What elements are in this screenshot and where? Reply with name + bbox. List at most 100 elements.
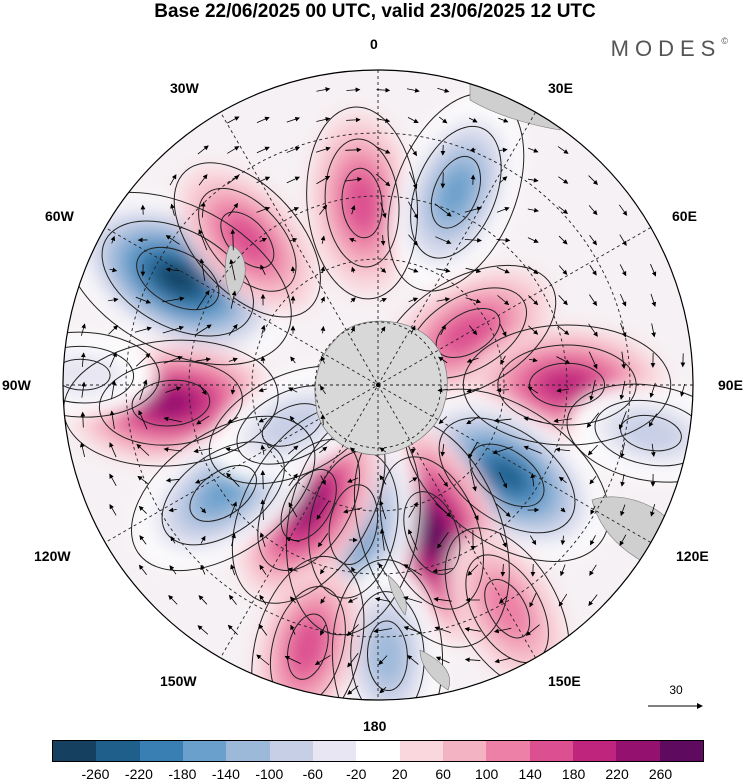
wind-arrow [409,144,418,157]
wind-arrow [168,595,178,605]
wind-arrow [228,357,238,363]
wind-arrow [347,685,359,695]
wind-arrow [376,173,391,187]
wind-arrow [556,356,571,364]
contour-line [198,187,297,292]
colorbar-tick-label: -100 [255,766,284,782]
wind-arrow [433,596,452,602]
map-title: Base 22/06/2025 00 UTC, valid 23/06/2025… [154,1,596,22]
wind-arrow [350,326,355,334]
wind-arrow [200,507,207,514]
wind-arrow [438,473,448,488]
wind-arrow [588,175,598,186]
wind-arrow [620,473,625,487]
wind-arrow [259,237,268,243]
wind-arrow [440,324,446,336]
wind-arrow [200,564,206,575]
contour-line [161,441,285,546]
wind-arrow [590,505,596,515]
anomaly-level [63,350,127,399]
wind-arrow [287,567,298,573]
wind-arrow [260,264,266,275]
wind-arrow [556,387,570,393]
lon-label-30w: 30W [170,80,199,96]
wind-arrow [470,469,477,492]
wind-arrow [374,596,391,602]
contour-line [136,246,220,311]
contour-line [438,417,576,534]
wind-arrow [527,237,539,243]
wind-arrow [198,229,208,251]
wind-arrow [346,87,361,93]
wind-arrow [80,323,86,336]
wind-arrow [256,206,271,213]
wind-arrow [588,351,598,370]
wind-arrow [434,203,452,217]
wind-arrow [557,325,570,335]
wind-arrow [260,444,266,455]
wind-arrow [558,593,568,607]
colorbar-swatch [226,741,270,761]
lon-label-120e: 120E [676,548,709,564]
wind-arrow [111,380,117,400]
wind-arrow [109,442,117,458]
wind-arrow [286,146,301,153]
colorbar-swatch [572,741,617,761]
wind-arrow [320,385,326,395]
wind-arrow [525,624,540,636]
wind-arrow [440,172,446,189]
wind-arrow [138,410,148,430]
wind-arrow [260,470,266,490]
wind-arrow [407,654,419,665]
wind-arrow [163,355,183,364]
wind-arrow [350,297,356,303]
wind-arrow [589,564,597,576]
wind-arrow [499,176,508,184]
wind-arrow [230,228,236,251]
wind-arrow [347,597,358,603]
wind-arrow [347,477,359,483]
wind-arrow [320,296,325,304]
wind-arrow [136,443,150,456]
wind-arrow [228,324,238,336]
colorbar-swatch [53,741,97,761]
wind-arrow [496,266,510,274]
wind-arrow [440,145,446,156]
contour-line [566,383,693,483]
wind-arrow [619,234,627,247]
wind-arrow [588,205,598,216]
wind-arrow [376,87,391,93]
wind-arrow [195,357,211,362]
wind-arrow [380,235,386,246]
wind-arrow [650,503,656,517]
anomaly-level [438,166,474,218]
contour-line [130,415,316,572]
wind-arrow [619,293,627,307]
wind-arrow [496,206,510,213]
wind-arrow [227,146,240,154]
wind-arrow [285,536,300,543]
wind-arrow [286,116,300,123]
contour-line [63,358,111,391]
colorbar-tick-label: -60 [302,766,323,782]
wind-arrow [230,386,236,395]
wind-arrow [163,416,182,423]
wind-arrow [284,655,301,664]
colorbar-tick-label: 20 [391,766,408,782]
anomaly-level [616,413,686,454]
wind-arrow [316,175,331,185]
colorbar-tick-label: -260 [81,766,110,782]
contour-line [410,125,502,259]
wind-arrow [288,473,298,487]
wind-arrow [560,507,566,513]
wind-arrow [320,596,326,604]
wind-arrow [528,325,539,335]
wind-arrow [198,595,208,605]
wind-arrow [376,118,391,123]
wind-arrow [200,535,206,544]
colorbar-swatch [659,741,703,761]
wind-arrow [231,533,236,547]
wind-arrow [314,655,331,665]
wind-arrow [287,445,299,455]
wind-arrow [81,381,86,398]
